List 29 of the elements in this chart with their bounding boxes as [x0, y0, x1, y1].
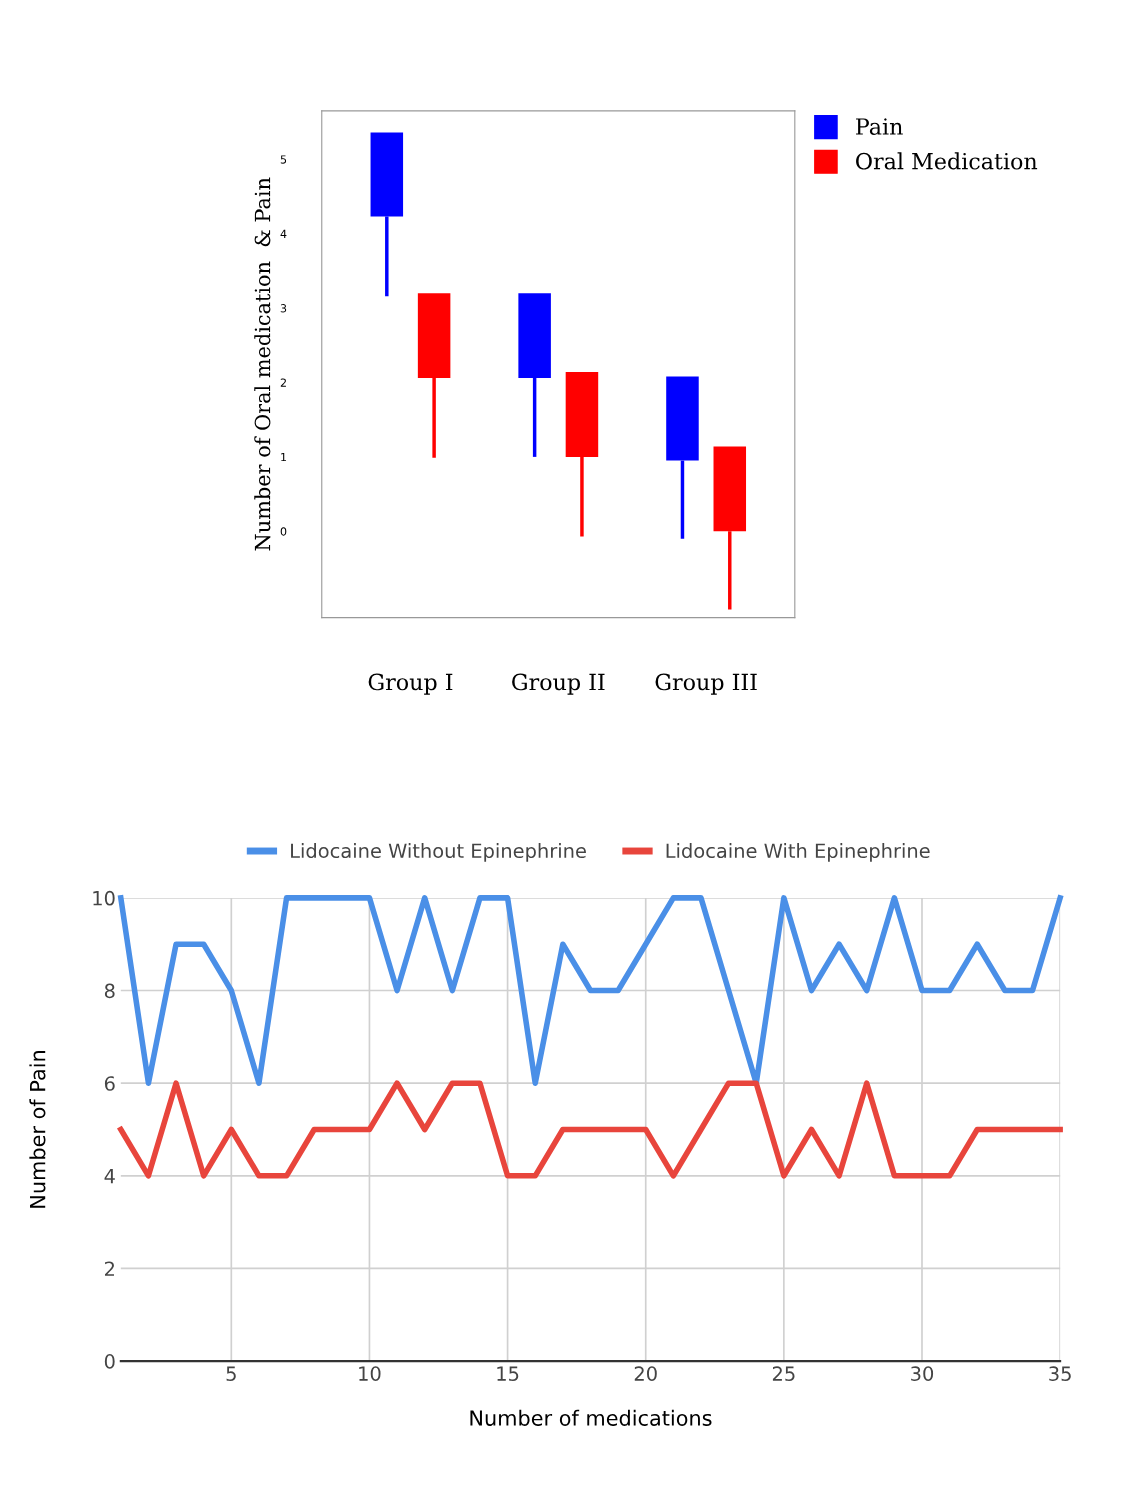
- y-tick-label: 0: [280, 527, 287, 536]
- legend-label: Lidocaine With Epinephrine: [666, 843, 930, 862]
- x-tick-label: 25: [772, 1366, 795, 1381]
- x-tick-label: Group II: [512, 673, 605, 695]
- x-tick-label: Group III: [655, 673, 757, 695]
- y-tick-label: 5: [280, 155, 287, 164]
- y-tick-label: 8: [104, 983, 115, 999]
- x-tick-label: 30: [911, 1366, 934, 1381]
- legend-label: Oral Medication: [856, 152, 1038, 170]
- y-axis-title: Number of Pain: [29, 1051, 46, 1208]
- x-tick-label: 20: [634, 1366, 657, 1381]
- legend-label: Lidocaine Without Epinephrine: [291, 843, 586, 862]
- x-tick-label: 5: [226, 1366, 236, 1381]
- y-tick-label: 0: [104, 1354, 115, 1369]
- y-tick-label: 10: [93, 890, 115, 906]
- x-tick-label: 15: [497, 1366, 519, 1381]
- y-axis-title: Number of Oral medication & Pain: [254, 177, 271, 551]
- x-tick-label: 10: [359, 1366, 381, 1381]
- x-tick-label: Group I: [368, 673, 453, 695]
- y-tick-label: 4: [280, 229, 287, 238]
- x-tick-label: 35: [1049, 1366, 1071, 1381]
- y-tick-label: 2: [280, 378, 286, 387]
- y-tick-label: 4: [104, 1169, 115, 1184]
- y-tick-label: 2: [105, 1261, 114, 1276]
- y-tick-label: 6: [104, 1076, 115, 1091]
- legend-label: Pain: [856, 118, 903, 135]
- x-axis-title: Number of medications: [470, 1409, 712, 1426]
- y-tick-label: 3: [280, 304, 287, 313]
- y-tick-label: 1: [281, 453, 287, 462]
